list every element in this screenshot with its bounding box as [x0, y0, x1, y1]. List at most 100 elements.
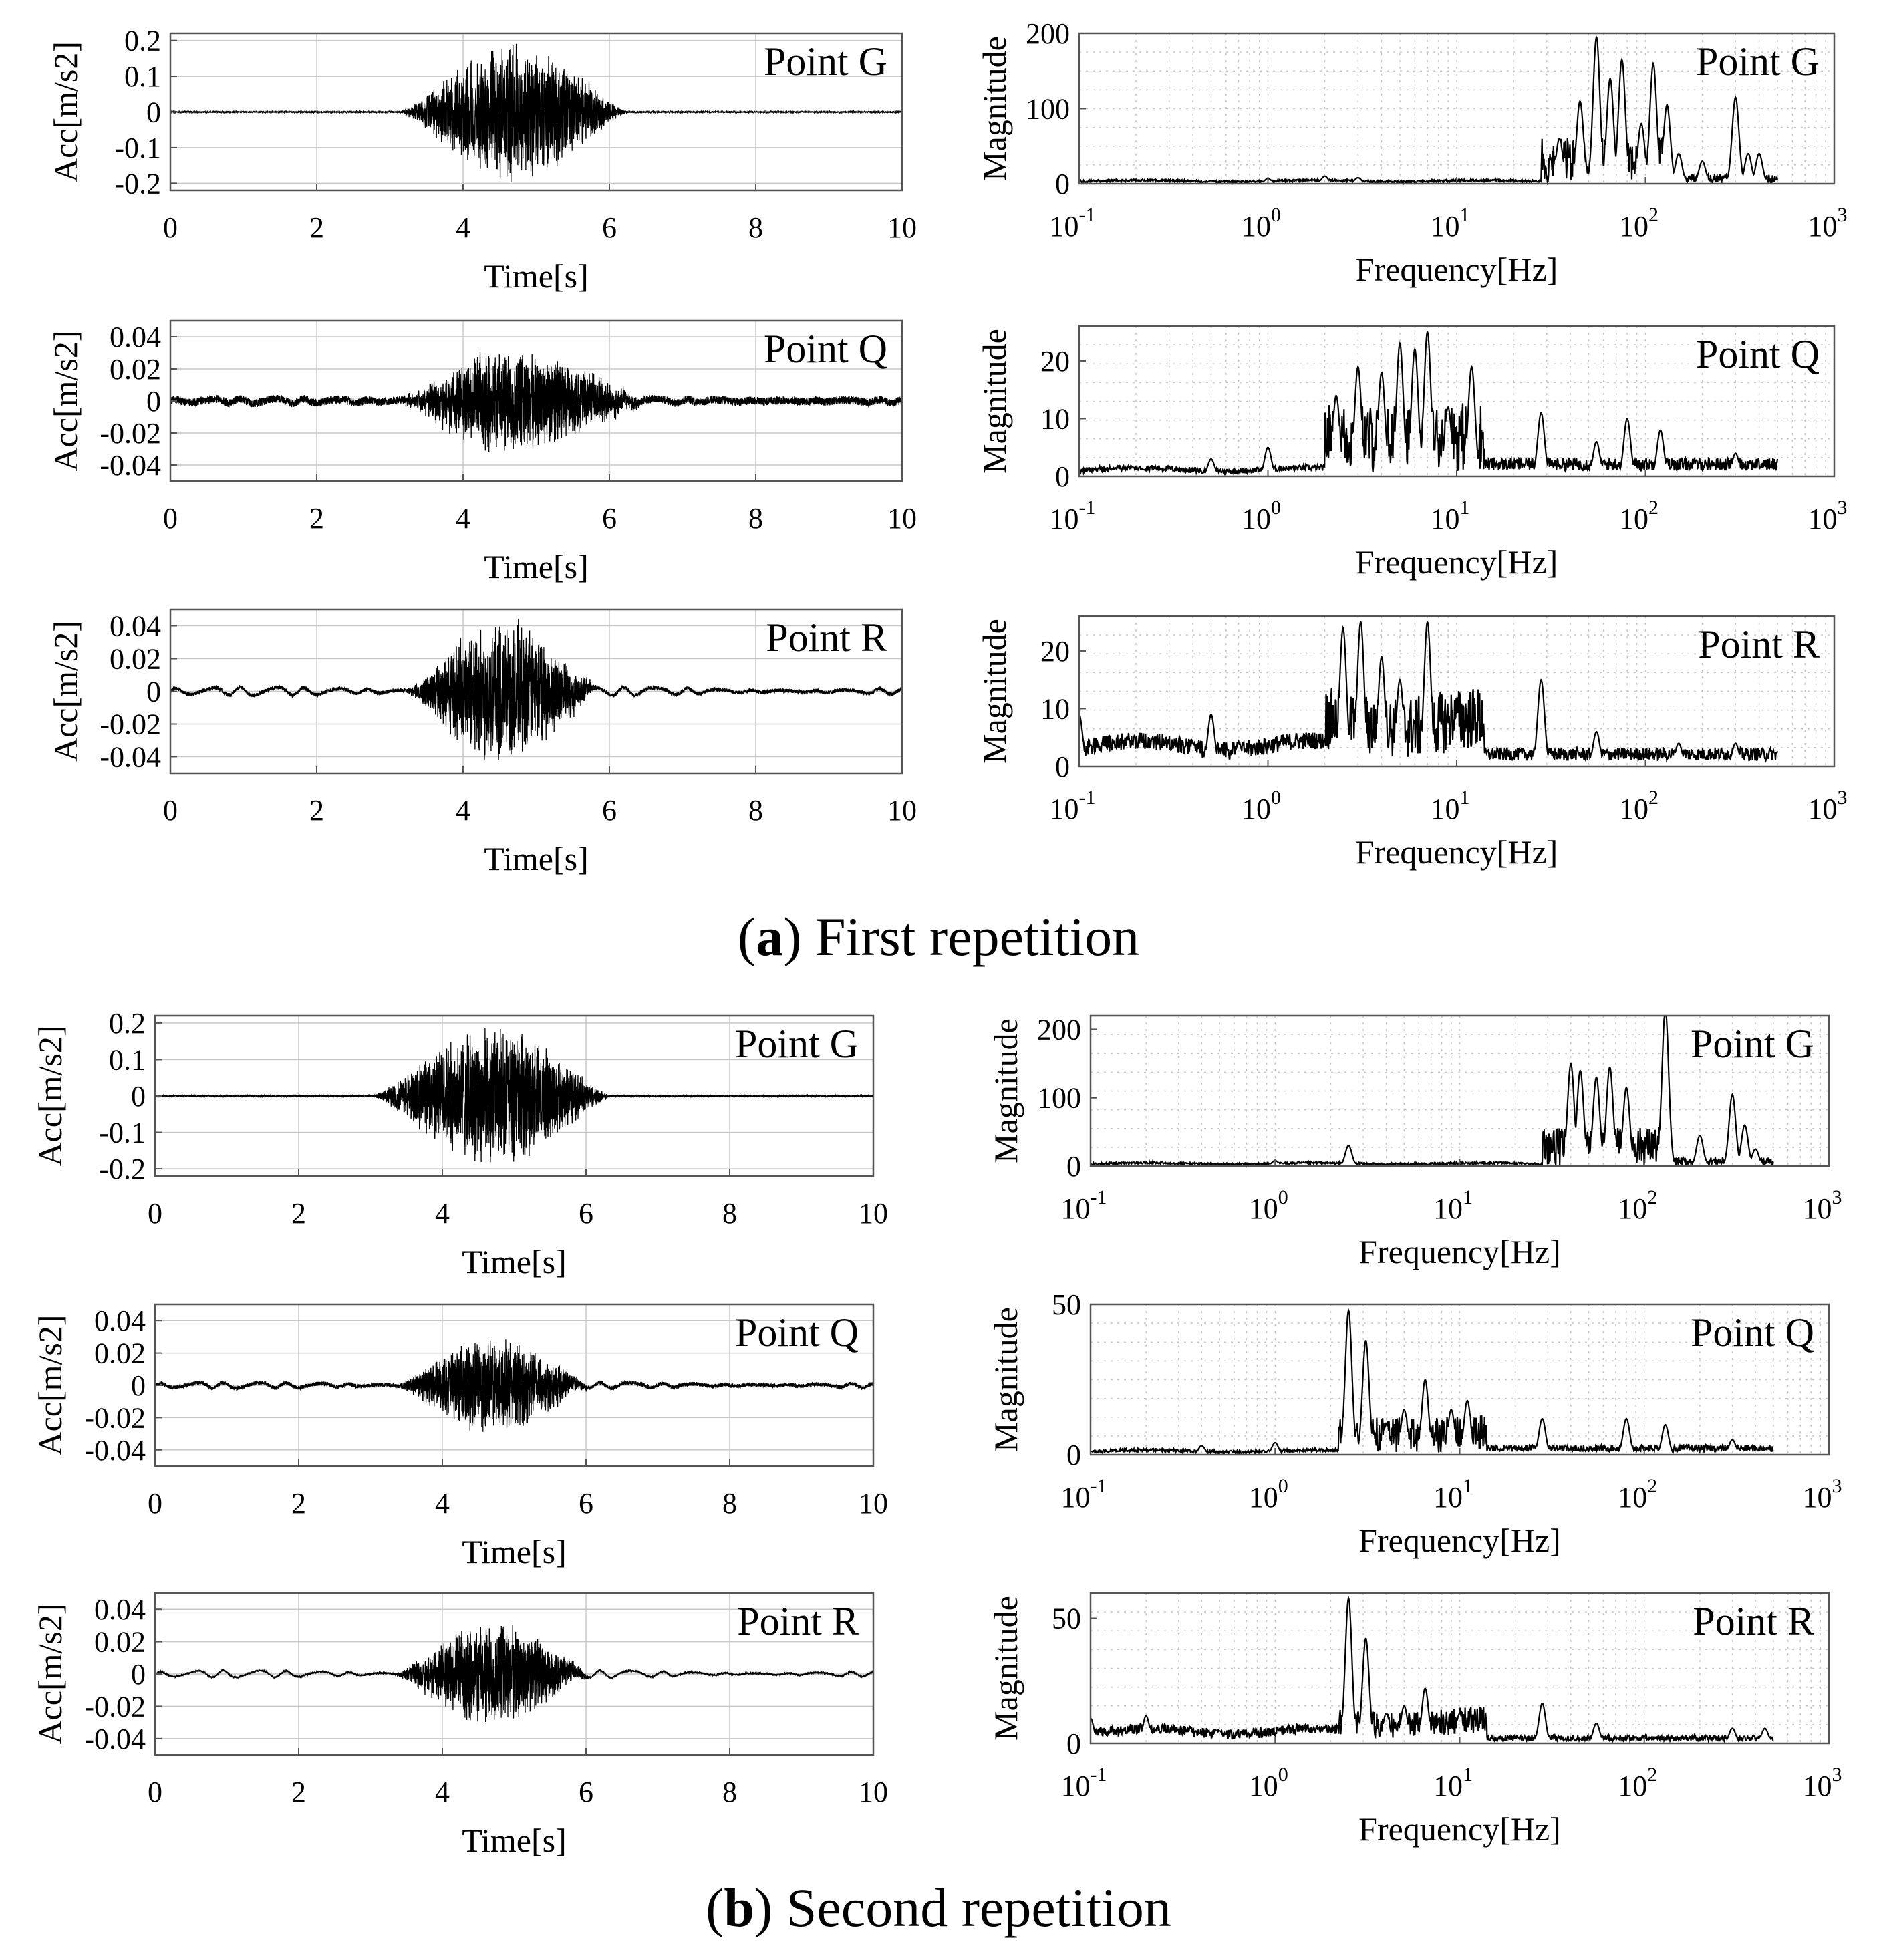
chart-b-time-G: 0 2 4 6 8 10 0.20.1 0 -0.1 -0.2 Time[s] Acc[m/s2] Po…	[31, 1007, 888, 1280]
y-tick-label: 0	[1055, 460, 1070, 493]
chart-b-time-Q: 0 2 4 6 8 100.040.020-0.02-0.04Time[s]Acc[m/s…	[31, 1303, 888, 1570]
panel-title: Point G	[735, 1022, 859, 1066]
panel-title: Point G	[1696, 39, 1820, 84]
y-tick-label: 10	[1040, 402, 1070, 435]
y-tick-label: 200	[1026, 17, 1070, 50]
caption-b: (b) Second repetition	[706, 1877, 1171, 1938]
y-tick-label: 0	[131, 1369, 146, 1402]
y-tick-label: -0.04	[100, 449, 161, 482]
x-tick-label: 102	[1619, 497, 1658, 535]
y-tick-label: 0.04	[94, 1304, 146, 1337]
caption-b-letter: b	[724, 1877, 754, 1938]
y-tick-label: 0.02	[94, 1626, 146, 1659]
y-tick-label: -0.04	[100, 741, 161, 774]
series-line	[1078, 330, 1779, 476]
y-tick-label: 100	[1026, 93, 1070, 126]
chart-a-time-R: 0 2 4 6 8 100.040.020-0.02-0.04Time[s]Acc[m/s…	[47, 608, 917, 877]
x-tick-label: 101	[1433, 1186, 1473, 1225]
y-axis-label: Acc[m/s2]	[47, 621, 84, 762]
panel-title: Point R	[737, 1599, 859, 1643]
x-tick-label: 10-1	[1050, 204, 1096, 243]
panel-title: Point Q	[1696, 332, 1820, 376]
x-tick-exponent: 2	[1648, 497, 1658, 519]
x-tick-exponent: -1	[1091, 1186, 1107, 1208]
series-line	[1078, 620, 1779, 763]
y-tick-label: 0.04	[110, 610, 161, 643]
x-tick-label: 10-1	[1061, 1475, 1107, 1514]
y-tick-label: 0	[1066, 1439, 1081, 1472]
grid	[1090, 1015, 1830, 1167]
x-tick-label: 103	[1803, 1186, 1842, 1225]
x-axis-label: Time[s]	[462, 1243, 567, 1280]
x-tick-label: 8	[722, 1776, 737, 1808]
x-tick-label: 103	[1808, 787, 1848, 825]
x-tick-label: 2	[291, 1197, 306, 1230]
chart-a-fft-R: 10-1 100 101 102 10320100Frequency[Hz]Magnit…	[976, 615, 1848, 871]
y-tick-label: 0	[1066, 1727, 1081, 1760]
y-tick-label: -0.1	[114, 132, 161, 164]
x-tick-exponent: -1	[1079, 497, 1096, 519]
x-tick-label: 10-1	[1061, 1764, 1107, 1802]
y-tick-label: 0.04	[94, 1593, 146, 1626]
x-tick-exponent: 0	[1271, 204, 1281, 226]
x-tick-label: 103	[1803, 1475, 1842, 1514]
y-tick-label: -0.02	[100, 417, 161, 450]
x-tick-label: 4	[456, 502, 470, 535]
x-axis-label: Time[s]	[462, 1533, 567, 1570]
series-line	[154, 1625, 874, 1723]
x-tick-label: 103	[1803, 1764, 1842, 1802]
y-tick-label: 0	[146, 96, 161, 129]
x-tick-label: 10-1	[1050, 787, 1096, 825]
x-tick-exponent: 2	[1648, 787, 1658, 809]
x-axis-label: Frequency[Hz]	[1358, 1522, 1561, 1559]
x-tick-label: 101	[1431, 204, 1470, 243]
y-tick-label: 0.04	[110, 321, 161, 354]
y-tick-label: 0.1	[124, 60, 161, 93]
x-axis-label: Time[s]	[484, 840, 589, 877]
x-tick-exponent: 0	[1278, 1475, 1288, 1497]
series-line	[170, 618, 903, 760]
x-axis-label: Time[s]	[462, 1822, 567, 1859]
y-tick-label: -0.02	[84, 1690, 146, 1723]
y-tick-label: 20	[1040, 635, 1070, 668]
x-tick-label: 4	[435, 1487, 450, 1520]
x-tick-label: 2	[309, 211, 324, 244]
x-tick-label: 4	[435, 1776, 450, 1808]
chart-b-fft-R: 10-1 100 101 102 103500Frequency[Hz]Magnitud…	[987, 1592, 1842, 1848]
y-tick-label: 0	[1055, 168, 1070, 200]
y-axis-label: Magnitude	[987, 1307, 1024, 1452]
y-tick-label: 0	[131, 1080, 146, 1113]
x-tick-exponent: 1	[1460, 497, 1470, 519]
caption-a-letter: a	[756, 906, 784, 967]
x-tick-label: 2	[309, 502, 324, 535]
y-tick-label: -0.2	[114, 167, 161, 200]
x-tick-exponent: 1	[1463, 1764, 1473, 1786]
y-axis-label: Magnitude	[976, 619, 1013, 764]
x-tick-label: 102	[1619, 204, 1658, 243]
x-tick-label: 8	[722, 1197, 737, 1230]
x-tick-label: 10	[887, 502, 917, 535]
x-tick-label: 6	[602, 794, 617, 827]
y-tick-label: 0.2	[109, 1007, 146, 1040]
y-axis-label: Magnitude	[976, 36, 1013, 181]
x-tick-exponent: 2	[1647, 1764, 1657, 1786]
x-tick-label: 0	[163, 794, 178, 827]
x-tick-label: 10	[859, 1197, 888, 1230]
x-tick-label: 101	[1431, 787, 1470, 825]
x-tick-exponent: 0	[1271, 497, 1281, 519]
x-tick-label: 100	[1249, 1475, 1288, 1514]
x-tick-label: 4	[456, 211, 470, 244]
chart-a-fft-G: 10-1 100 101 102 1032001000Frequency[Hz]Magn…	[976, 17, 1848, 288]
x-tick-label: 2	[291, 1776, 306, 1808]
x-tick-label: 0	[148, 1487, 162, 1520]
x-tick-label: 101	[1431, 497, 1470, 535]
y-tick-label: -0.02	[100, 708, 161, 741]
x-tick-label: 2	[291, 1487, 306, 1520]
x-tick-exponent: -1	[1091, 1475, 1107, 1497]
panel-title: Point Q	[1691, 1310, 1814, 1355]
y-tick-label: 0	[1066, 1150, 1081, 1183]
x-tick-exponent: -1	[1079, 787, 1096, 809]
caption-a-text: First repetition	[815, 906, 1140, 967]
x-tick-exponent: -1	[1079, 204, 1096, 226]
x-tick-label: 4	[456, 794, 470, 827]
